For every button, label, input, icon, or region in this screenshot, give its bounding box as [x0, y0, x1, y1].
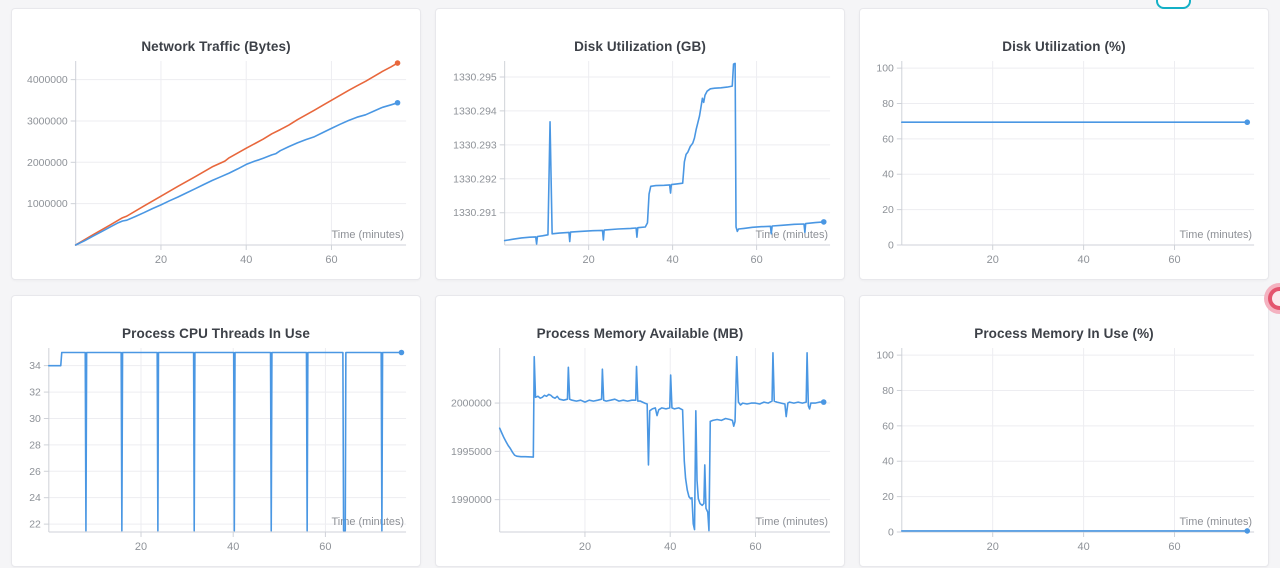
disk-utilization-pct-chart[interactable]: 0 20 40 60 80 100 20 40 60 Time (minutes) [860, 9, 1268, 279]
svg-text:20: 20 [882, 492, 894, 503]
svg-text:20: 20 [987, 541, 999, 553]
svg-text:60: 60 [882, 134, 894, 145]
svg-text:60: 60 [319, 541, 331, 553]
svg-text:20: 20 [882, 205, 894, 216]
svg-text:60: 60 [751, 254, 763, 266]
svg-text:2000000: 2000000 [27, 158, 68, 169]
svg-text:0: 0 [888, 240, 894, 251]
network-traffic-chart[interactable]: 1000000 2000000 3000000 4000000 20 40 60 Time (… [12, 9, 420, 279]
feedback-badge-icon [1268, 287, 1280, 310]
chart-card-cpu-threads: Process CPU Threads In Use 22 24 26 28 30 32 3… [11, 295, 421, 567]
chart-title: Disk Utilization (GB) [574, 39, 706, 54]
cut-off-toggle-button[interactable] [1156, 0, 1191, 9]
svg-text:4000000: 4000000 [27, 75, 68, 86]
svg-text:1000000: 1000000 [27, 199, 68, 210]
svg-text:40: 40 [240, 254, 252, 266]
memory-available-chart[interactable]: 1990000 1995000 2000000 20 40 60 Time (minutes… [436, 296, 844, 566]
svg-text:40: 40 [664, 541, 676, 553]
chart-card-disk-utilization-pct: Disk Utilization (%) 0 20 40 60 80 100 20 40 60 T… [859, 8, 1269, 280]
svg-text:Time (minutes): Time (minutes) [332, 229, 405, 241]
svg-text:60: 60 [1168, 254, 1180, 266]
chart-title: Process Memory Available (MB) [536, 326, 744, 341]
svg-text:20: 20 [583, 254, 595, 266]
svg-text:20: 20 [579, 541, 591, 553]
svg-text:1990000: 1990000 [451, 495, 492, 506]
disk-utilization-gb-chart[interactable]: 1330.291 1330.292 1330.293 1330.294 1330.295… [436, 9, 844, 279]
svg-text:1330.293: 1330.293 [453, 140, 497, 151]
svg-text:26: 26 [29, 467, 41, 478]
svg-text:Time (minutes): Time (minutes) [1180, 229, 1253, 241]
svg-text:80: 80 [882, 99, 894, 110]
chart-card-disk-utilization-gb: Disk Utilization (GB) 1330.291 1330.292 13… [435, 8, 845, 280]
svg-text:80: 80 [882, 386, 894, 397]
svg-text:20: 20 [135, 541, 147, 553]
svg-text:40: 40 [1078, 541, 1090, 553]
svg-text:34: 34 [29, 361, 41, 372]
svg-text:1330.295: 1330.295 [453, 72, 497, 83]
svg-text:60: 60 [882, 421, 894, 432]
svg-text:Time (minutes): Time (minutes) [756, 516, 829, 528]
chart-card-memory-available: Process Memory Available (MB) 1990000 199… [435, 295, 845, 567]
svg-text:0: 0 [888, 527, 894, 538]
chart-title: Process Memory In Use (%) [974, 326, 1154, 341]
svg-text:Time (minutes): Time (minutes) [1180, 516, 1253, 528]
svg-text:40: 40 [227, 541, 239, 553]
chart-title: Disk Utilization (%) [1002, 39, 1126, 54]
svg-text:30: 30 [29, 414, 41, 425]
svg-text:28: 28 [29, 440, 41, 451]
svg-text:Time (minutes): Time (minutes) [756, 229, 829, 241]
svg-text:2000000: 2000000 [451, 399, 492, 410]
svg-text:40: 40 [882, 170, 894, 181]
dashboard-grid: Network Traffic (Bytes) 1000000 2000000 30… [11, 8, 1269, 567]
svg-text:60: 60 [325, 254, 337, 266]
memory-in-use-pct-chart[interactable]: 0 20 40 60 80 100 20 40 60 Time (minutes) [860, 296, 1268, 566]
feedback-badge[interactable] [1264, 283, 1280, 314]
svg-text:1995000: 1995000 [451, 447, 492, 458]
cpu-threads-chart[interactable]: 22 24 26 28 30 32 34 20 40 60 Time (minutes) [12, 296, 420, 566]
svg-text:1330.292: 1330.292 [453, 174, 497, 185]
chart-title: Process CPU Threads In Use [122, 326, 310, 341]
svg-text:3000000: 3000000 [27, 116, 68, 127]
svg-text:24: 24 [29, 493, 41, 504]
svg-text:100: 100 [876, 351, 894, 362]
svg-text:Time (minutes): Time (minutes) [332, 516, 405, 528]
svg-text:32: 32 [29, 388, 41, 399]
svg-text:1330.291: 1330.291 [453, 208, 497, 219]
svg-text:60: 60 [1168, 541, 1180, 553]
chart-card-memory-in-use-pct: Process Memory In Use (%) 0 20 40 60 80 100 20… [859, 295, 1269, 567]
chart-card-network-traffic: Network Traffic (Bytes) 1000000 2000000 30… [11, 8, 421, 280]
chart-title: Network Traffic (Bytes) [141, 39, 291, 54]
svg-text:20: 20 [987, 254, 999, 266]
svg-text:100: 100 [876, 64, 894, 75]
svg-text:60: 60 [749, 541, 761, 553]
svg-text:40: 40 [1078, 254, 1090, 266]
svg-text:20: 20 [155, 254, 167, 266]
svg-text:1330.294: 1330.294 [453, 106, 497, 117]
svg-text:40: 40 [667, 254, 679, 266]
svg-text:40: 40 [882, 457, 894, 468]
svg-text:22: 22 [29, 520, 41, 531]
